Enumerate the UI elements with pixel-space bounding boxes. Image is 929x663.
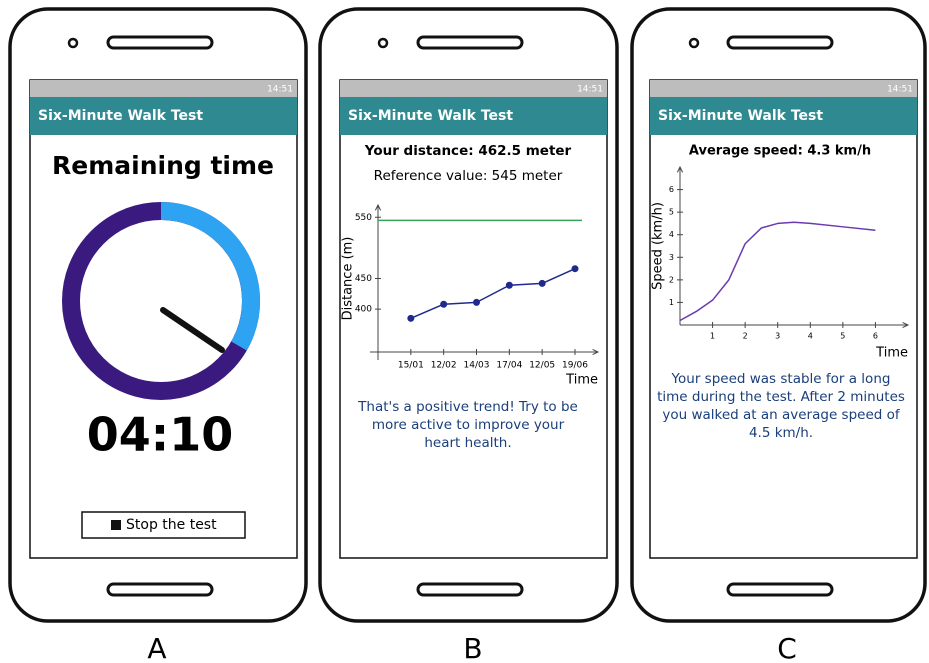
summary: Average speed: 4.3 km/h: [689, 144, 871, 159]
x-tick-label: 5: [840, 332, 845, 341]
status-bar: [340, 80, 607, 97]
x-tick-label: 3: [775, 332, 780, 341]
home-button[interactable]: [108, 584, 212, 595]
y-tick-label: 550: [355, 213, 372, 223]
y-tick-label: 5: [669, 208, 674, 217]
page: 14:51 Six-Minute Walk Test Remaining tim…: [0, 0, 929, 663]
app-title: Six-Minute Walk Test: [658, 108, 823, 124]
x-tick-label: 1: [710, 332, 715, 341]
x-tick-label: 12/05: [529, 361, 555, 371]
summary: Your distance: 462.5 meter: [364, 143, 572, 159]
x-tick-label: 12/02: [431, 361, 457, 371]
y-axis-label: Distance (m): [341, 237, 356, 321]
status-bar: [650, 80, 917, 97]
data-point: [572, 265, 579, 272]
y-axis-label: Speed (km/h): [651, 202, 666, 290]
data-point: [407, 315, 414, 322]
phone-c: 14:51 Six-Minute Walk Test Average speed…: [632, 9, 925, 663]
app-title: Six-Minute Walk Test: [38, 108, 203, 124]
status-bar: [30, 80, 297, 97]
y-tick-label: 3: [669, 253, 674, 262]
y-tick-label: 6: [669, 185, 674, 194]
speaker: [108, 37, 212, 48]
y-tick-label: 400: [355, 305, 372, 315]
speaker: [728, 37, 832, 48]
message: That's a positive trend! Try to be more …: [352, 398, 584, 452]
x-tick-label: 19/06: [562, 361, 588, 371]
x-tick-label: 6: [873, 332, 878, 341]
stop-icon[interactable]: [111, 520, 121, 530]
timer: 04:10: [87, 408, 233, 462]
status-time: 14:51: [577, 85, 603, 95]
reference-text: Reference value: 545 meter: [374, 168, 563, 184]
app-title: Six-Minute Walk Test: [348, 108, 513, 124]
message-box: That's a positive trend! Try to be more …: [352, 398, 584, 458]
x-axis-label: Time: [565, 373, 598, 388]
home-button[interactable]: [728, 584, 832, 595]
x-axis-label: Time: [875, 346, 908, 361]
message: Your speed was stable for a long time du…: [656, 370, 906, 442]
speaker: [418, 37, 522, 48]
panel-label: C: [777, 632, 797, 663]
heading: Remaining time: [52, 151, 274, 180]
x-tick-label: 4: [808, 332, 813, 341]
phone-b: 14:51 Six-Minute Walk Test Your distance…: [320, 9, 617, 663]
data-point: [506, 282, 513, 289]
status-time: 14:51: [267, 85, 293, 95]
y-tick-label: 450: [355, 274, 372, 284]
stop-button[interactable]: Stop the test: [82, 512, 245, 538]
data-point: [473, 299, 480, 306]
panel-label: A: [147, 632, 166, 663]
home-button[interactable]: [418, 584, 522, 595]
data-point: [539, 280, 546, 287]
y-tick-label: 2: [669, 275, 674, 284]
x-tick-label: 15/01: [398, 361, 424, 371]
y-tick-label: 1: [669, 298, 674, 307]
x-tick-label: 2: [743, 332, 748, 341]
button-label[interactable]: Stop the test: [126, 517, 217, 533]
panel-label: B: [463, 632, 482, 663]
phone-a: 14:51 Six-Minute Walk Test Remaining tim…: [10, 9, 306, 663]
message-box: Your speed was stable for a long time du…: [656, 370, 906, 450]
x-tick-label: 17/04: [496, 361, 522, 371]
status-time: 14:51: [887, 85, 913, 95]
data-point: [440, 301, 447, 308]
x-tick-label: 14/03: [464, 361, 490, 371]
y-tick-label: 4: [669, 230, 674, 239]
